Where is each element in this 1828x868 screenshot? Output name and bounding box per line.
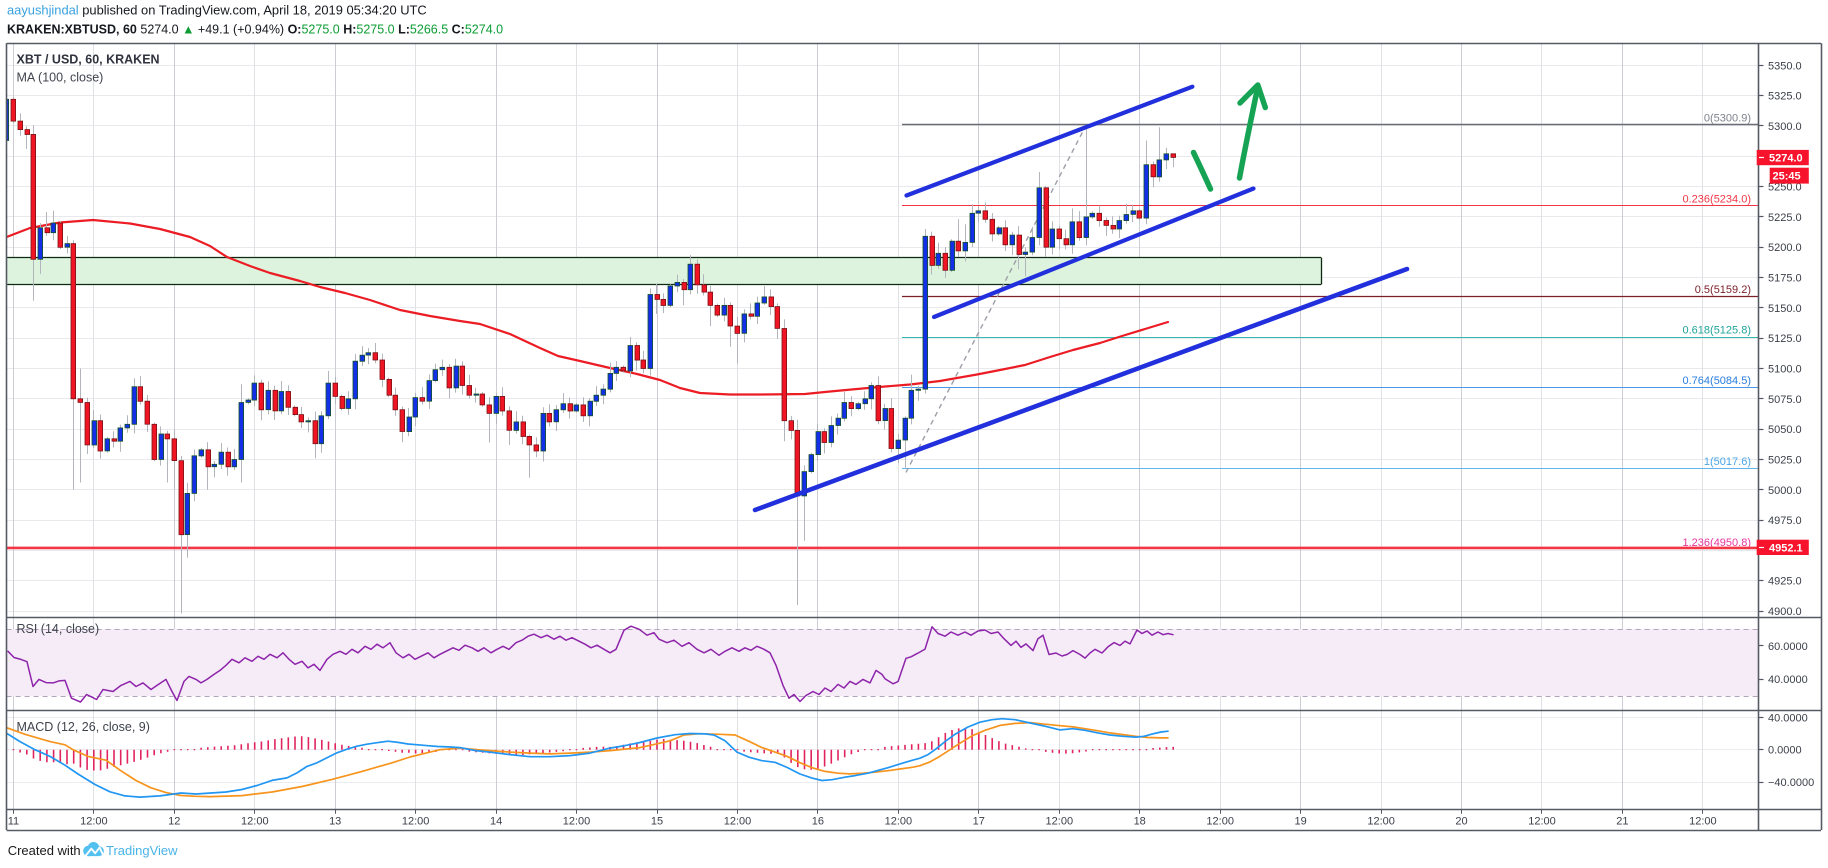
svg-text:1(5017.6): 1(5017.6) xyxy=(1704,456,1751,468)
svg-text:20: 20 xyxy=(1455,816,1467,828)
svg-text:12:00: 12:00 xyxy=(724,816,752,828)
svg-text:12:00: 12:00 xyxy=(1046,816,1074,828)
svg-text:aayushjindal published on Trad: aayushjindal published on TradingView.co… xyxy=(7,3,427,18)
svg-text:40.0000: 40.0000 xyxy=(1768,712,1808,724)
svg-text:4975.0: 4975.0 xyxy=(1768,515,1802,527)
svg-text:5200.0: 5200.0 xyxy=(1768,242,1802,254)
svg-text:12:00: 12:00 xyxy=(1689,816,1717,828)
svg-text:40.0000: 40.0000 xyxy=(1768,674,1808,686)
svg-text:MACD (12, 26, close, 9): MACD (12, 26, close, 9) xyxy=(17,720,150,734)
svg-text:5225.0: 5225.0 xyxy=(1768,212,1802,224)
svg-text:12:00: 12:00 xyxy=(402,816,430,828)
svg-text:13: 13 xyxy=(329,816,341,828)
svg-text:Created with: Created with xyxy=(8,843,81,858)
svg-text:0.0000: 0.0000 xyxy=(1768,745,1802,757)
svg-text:0.5(5159.2): 0.5(5159.2) xyxy=(1695,284,1751,296)
svg-text:5075.0: 5075.0 xyxy=(1768,394,1802,406)
svg-text:5100.0: 5100.0 xyxy=(1768,364,1802,376)
svg-text:5175.0: 5175.0 xyxy=(1768,273,1802,285)
svg-text:12:00: 12:00 xyxy=(563,816,591,828)
svg-text:60.0000: 60.0000 xyxy=(1768,641,1808,653)
svg-text:5300.0: 5300.0 xyxy=(1768,121,1802,133)
svg-text:XBT / USD, 60, KRAKEN: XBT / USD, 60, KRAKEN xyxy=(17,53,160,67)
svg-text:KRAKEN:XBTUSD, 60 5274.0 ▲ +4: KRAKEN:XBTUSD, 60 5274.0 ▲ +49.1 (+0.94%… xyxy=(7,23,503,37)
svg-text:12: 12 xyxy=(168,816,180,828)
svg-text:5325.0: 5325.0 xyxy=(1768,91,1802,103)
svg-text:4925.0: 4925.0 xyxy=(1768,576,1802,588)
svg-text:12:00: 12:00 xyxy=(1528,816,1556,828)
svg-text:0.618(5125.8): 0.618(5125.8) xyxy=(1683,325,1752,337)
svg-text:5274.0: 5274.0 xyxy=(1769,153,1803,165)
svg-text:12:00: 12:00 xyxy=(241,816,269,828)
svg-text:15: 15 xyxy=(651,816,663,828)
svg-text:16: 16 xyxy=(812,816,824,828)
svg-text:4952.1: 4952.1 xyxy=(1769,543,1803,555)
svg-text:5025.0: 5025.0 xyxy=(1768,455,1802,467)
svg-text:0.236(5234.0): 0.236(5234.0) xyxy=(1683,194,1752,206)
svg-text:MA (100, close): MA (100, close) xyxy=(17,71,104,85)
svg-text:5150.0: 5150.0 xyxy=(1768,303,1802,315)
svg-text:12:00: 12:00 xyxy=(1367,816,1395,828)
svg-text:5050.0: 5050.0 xyxy=(1768,424,1802,436)
svg-text:1.236(4950.8): 1.236(4950.8) xyxy=(1683,537,1752,549)
svg-text:12:00: 12:00 xyxy=(80,816,108,828)
svg-text:5125.0: 5125.0 xyxy=(1768,333,1802,345)
svg-text:5350.0: 5350.0 xyxy=(1768,60,1802,72)
svg-text:21: 21 xyxy=(1616,816,1628,828)
svg-text:19: 19 xyxy=(1294,816,1306,828)
svg-text:5000.0: 5000.0 xyxy=(1768,485,1802,497)
svg-text:RSI (14, close): RSI (14, close) xyxy=(17,622,100,636)
svg-text:12:00: 12:00 xyxy=(885,816,913,828)
svg-text:0.764(5084.5): 0.764(5084.5) xyxy=(1683,375,1752,387)
svg-text:12:00: 12:00 xyxy=(1206,816,1234,828)
svg-text:17: 17 xyxy=(973,816,985,828)
svg-text:5250.0: 5250.0 xyxy=(1768,182,1802,194)
svg-text:0(5300.9): 0(5300.9) xyxy=(1704,112,1751,124)
svg-text:4900.0: 4900.0 xyxy=(1768,606,1802,618)
svg-text:−40.0000: −40.0000 xyxy=(1768,777,1814,789)
svg-text:18: 18 xyxy=(1134,816,1146,828)
svg-text:11: 11 xyxy=(8,816,19,828)
svg-text:TradingView: TradingView xyxy=(106,843,178,858)
svg-text:25:45: 25:45 xyxy=(1773,170,1801,182)
svg-text:14: 14 xyxy=(490,816,502,828)
